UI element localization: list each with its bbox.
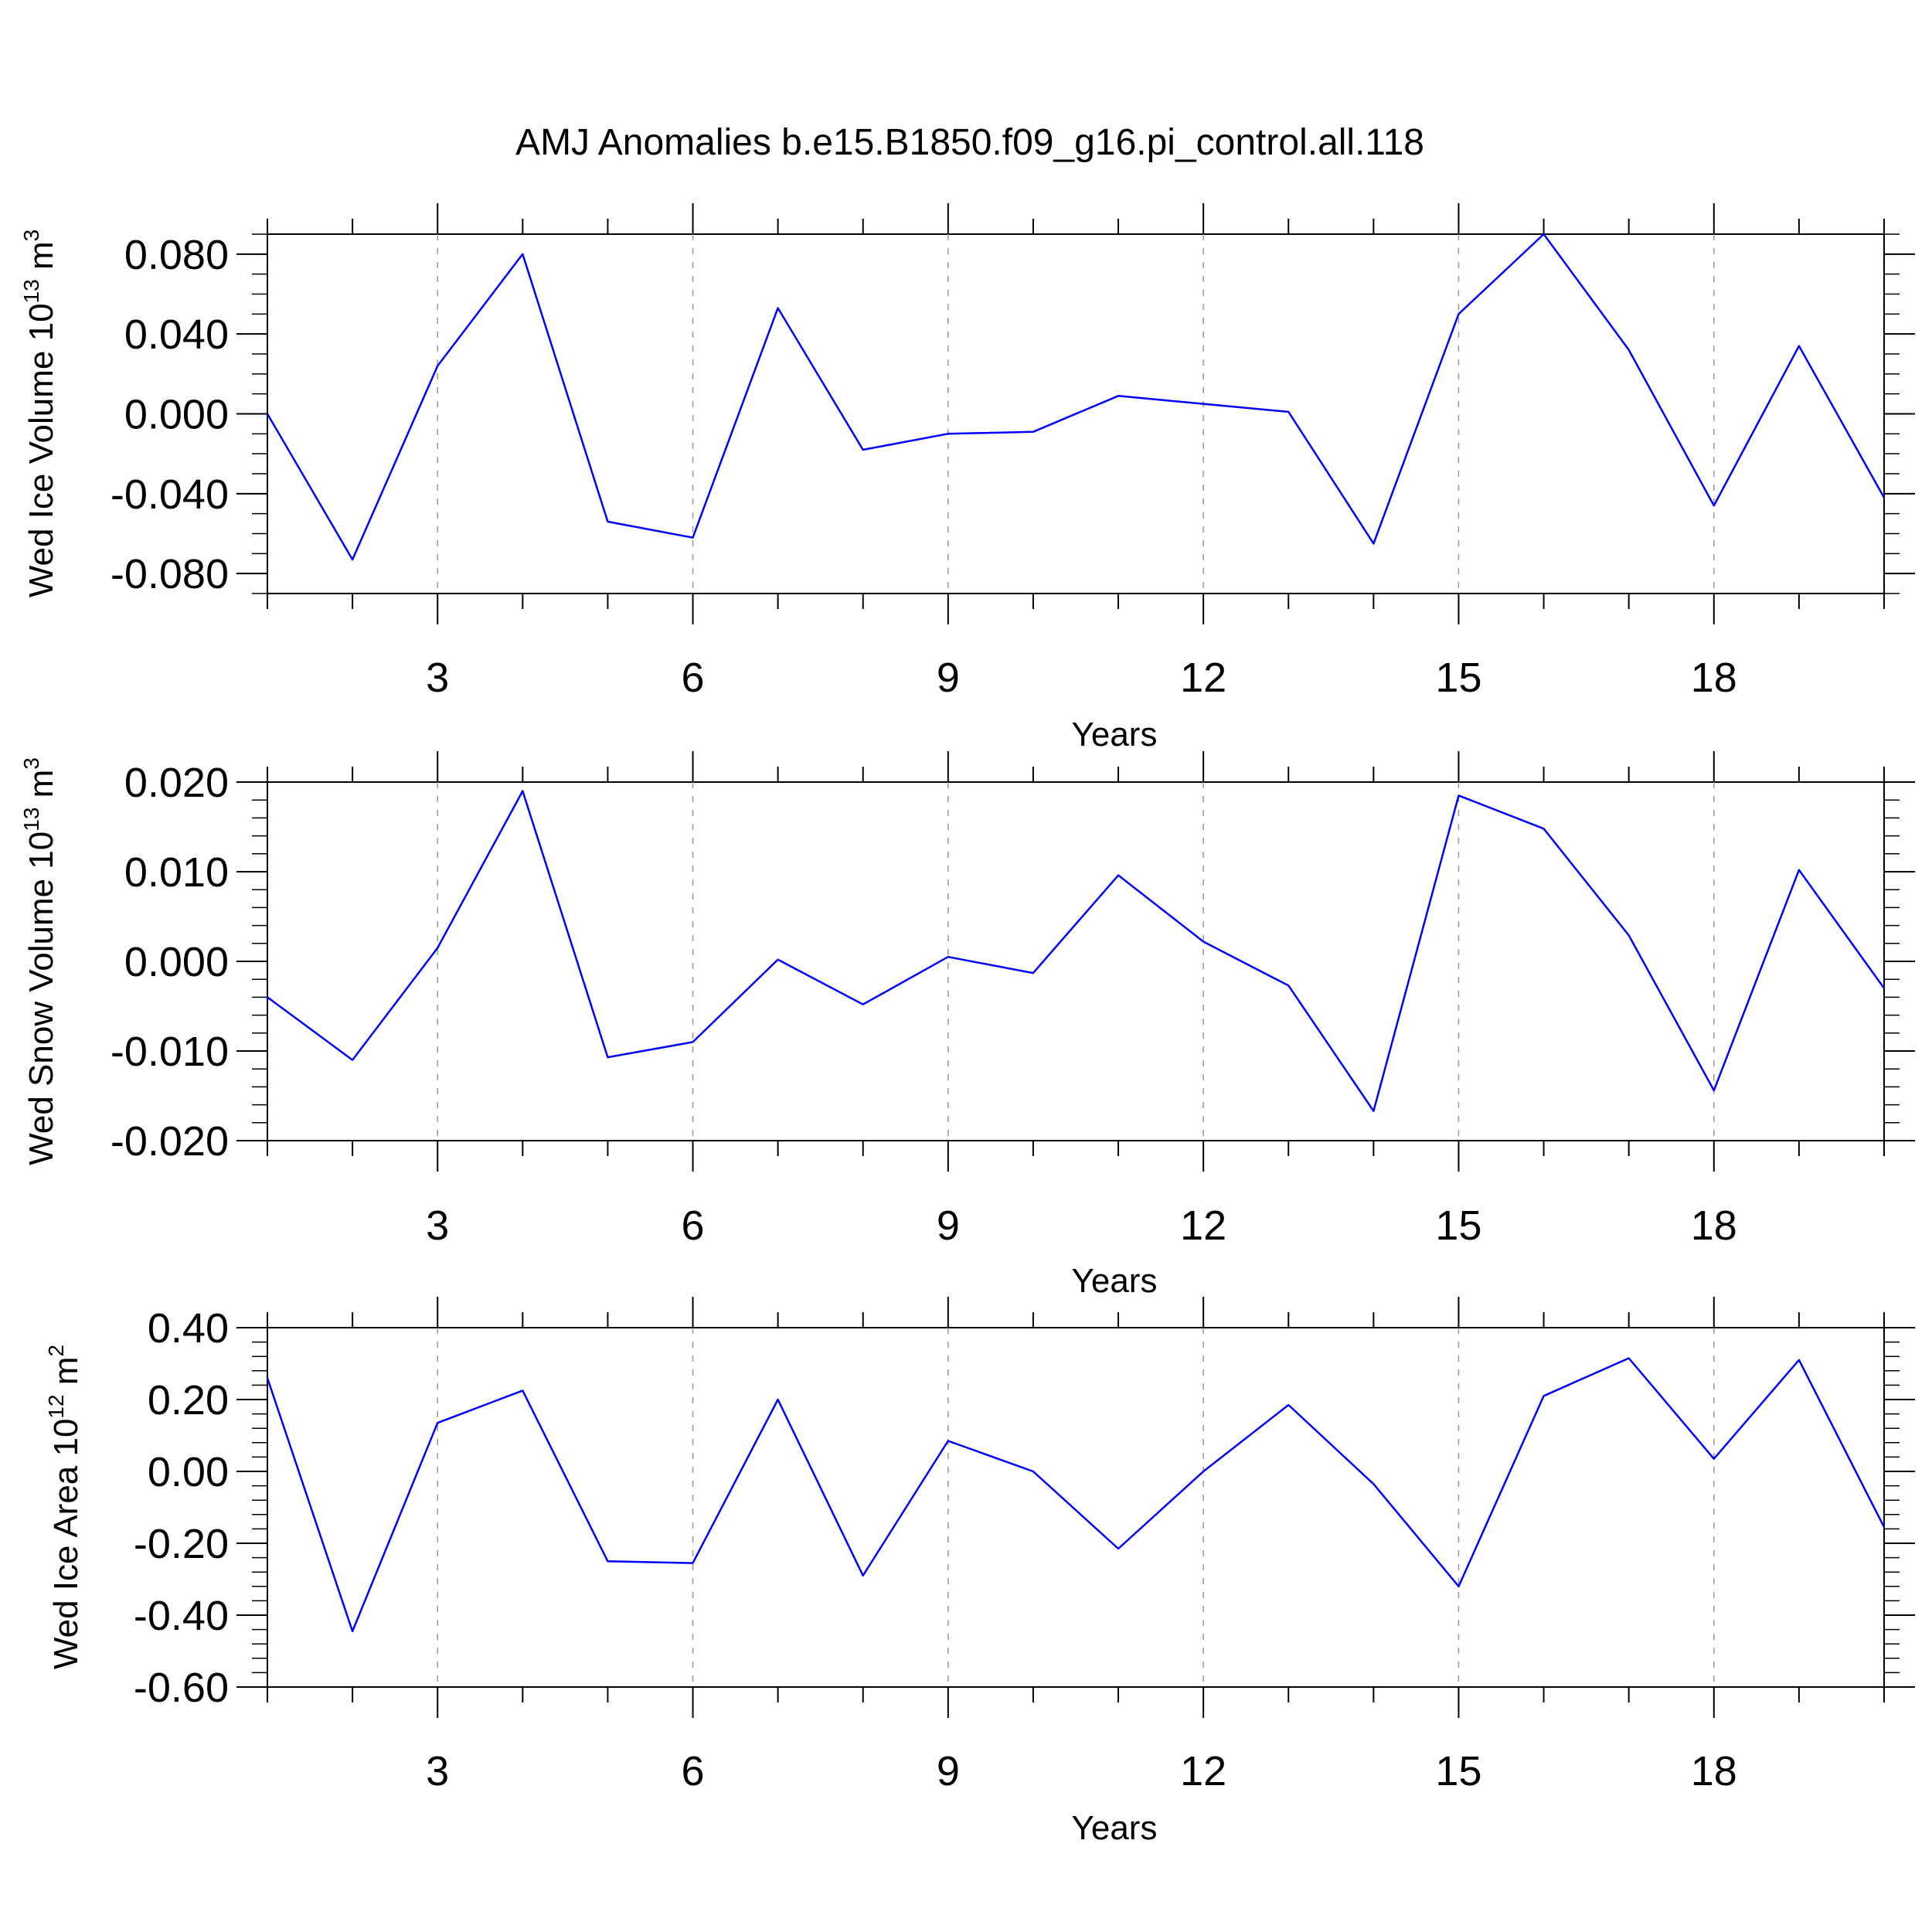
chart-title: AMJ Anomalies b.e15.B1850.f09_g16.pi_con… xyxy=(515,122,1424,163)
x-tick-label: 18 xyxy=(1691,655,1737,701)
panels: 3 6 9 12 15 18 -0.080 -0.040 0.000 0.040 0.080 Year… xyxy=(19,203,1915,1847)
y-tick-label: 0.000 xyxy=(124,939,229,985)
x-tick-label: 15 xyxy=(1435,1748,1481,1794)
series-line xyxy=(266,233,1886,561)
plot-frame xyxy=(267,1327,1885,1688)
y-tick-label: 0.020 xyxy=(124,760,229,806)
x-tick-label: 6 xyxy=(682,1748,705,1794)
x-tick-label: 12 xyxy=(1180,655,1226,701)
x-axis-label: Years xyxy=(1072,1262,1158,1300)
plot-frame xyxy=(267,781,1885,1141)
y-axis-label: Wed Ice Area 1012 m2 xyxy=(44,1345,85,1669)
x-tick-label: 15 xyxy=(1435,1202,1481,1249)
x-tick-label: 3 xyxy=(426,1202,449,1249)
y-tick-label: -0.60 xyxy=(134,1665,229,1711)
series-line xyxy=(266,1357,1886,1633)
y-tick-label: -0.020 xyxy=(111,1118,229,1165)
y-tick-label: 0.00 xyxy=(148,1449,229,1495)
y-tick-label: 0.080 xyxy=(124,232,229,278)
y-tick-label: -0.010 xyxy=(111,1029,229,1075)
panel-snow-volume: 3 6 9 12 15 18 -0.020 -0.010 0.000 0.010 0.020 Year… xyxy=(19,751,1915,1300)
series-line xyxy=(267,790,1886,1112)
y-tick-label: 0.20 xyxy=(148,1377,229,1423)
x-axis-label: Years xyxy=(1072,1809,1158,1847)
y-tick-label: 0.40 xyxy=(148,1305,229,1352)
x-tick-label: 12 xyxy=(1180,1748,1226,1794)
panel-ice-volume: 3 6 9 12 15 18 -0.080 -0.040 0.000 0.040 0.080 Year… xyxy=(19,203,1915,753)
y-axis-label: Wed Ice Volume 1013 m3 xyxy=(19,230,60,597)
panel-ice-area: 3 6 9 12 15 18 -0.60 -0.40 -0.20 0.00 0.20 0.40 Year… xyxy=(44,1297,1915,1847)
y-tick-label: -0.080 xyxy=(111,551,229,597)
x-tick-label: 6 xyxy=(682,655,705,701)
x-tick-label: 12 xyxy=(1180,1202,1226,1249)
y-axis-label: Wed Snow Volume 1013 m3 xyxy=(19,757,60,1165)
x-tick-label: 9 xyxy=(937,1202,960,1249)
x-axis-label: Years xyxy=(1072,716,1158,753)
y-tick-label: 0.000 xyxy=(124,392,229,438)
x-tick-label: 3 xyxy=(426,1748,449,1794)
x-tick-label: 3 xyxy=(426,655,449,701)
y-tick-label: 0.040 xyxy=(124,311,229,358)
x-tick-label: 18 xyxy=(1691,1748,1737,1794)
y-tick-label: -0.040 xyxy=(111,471,229,518)
y-tick-label: -0.40 xyxy=(134,1593,229,1639)
x-tick-label: 9 xyxy=(937,1748,960,1794)
x-tick-label: 6 xyxy=(682,1202,705,1249)
x-tick-label: 9 xyxy=(937,655,960,701)
x-tick-label: 15 xyxy=(1435,655,1481,701)
x-tick-label: 18 xyxy=(1691,1202,1737,1249)
y-tick-label: 0.010 xyxy=(124,849,229,896)
y-tick-label: -0.20 xyxy=(134,1521,229,1567)
